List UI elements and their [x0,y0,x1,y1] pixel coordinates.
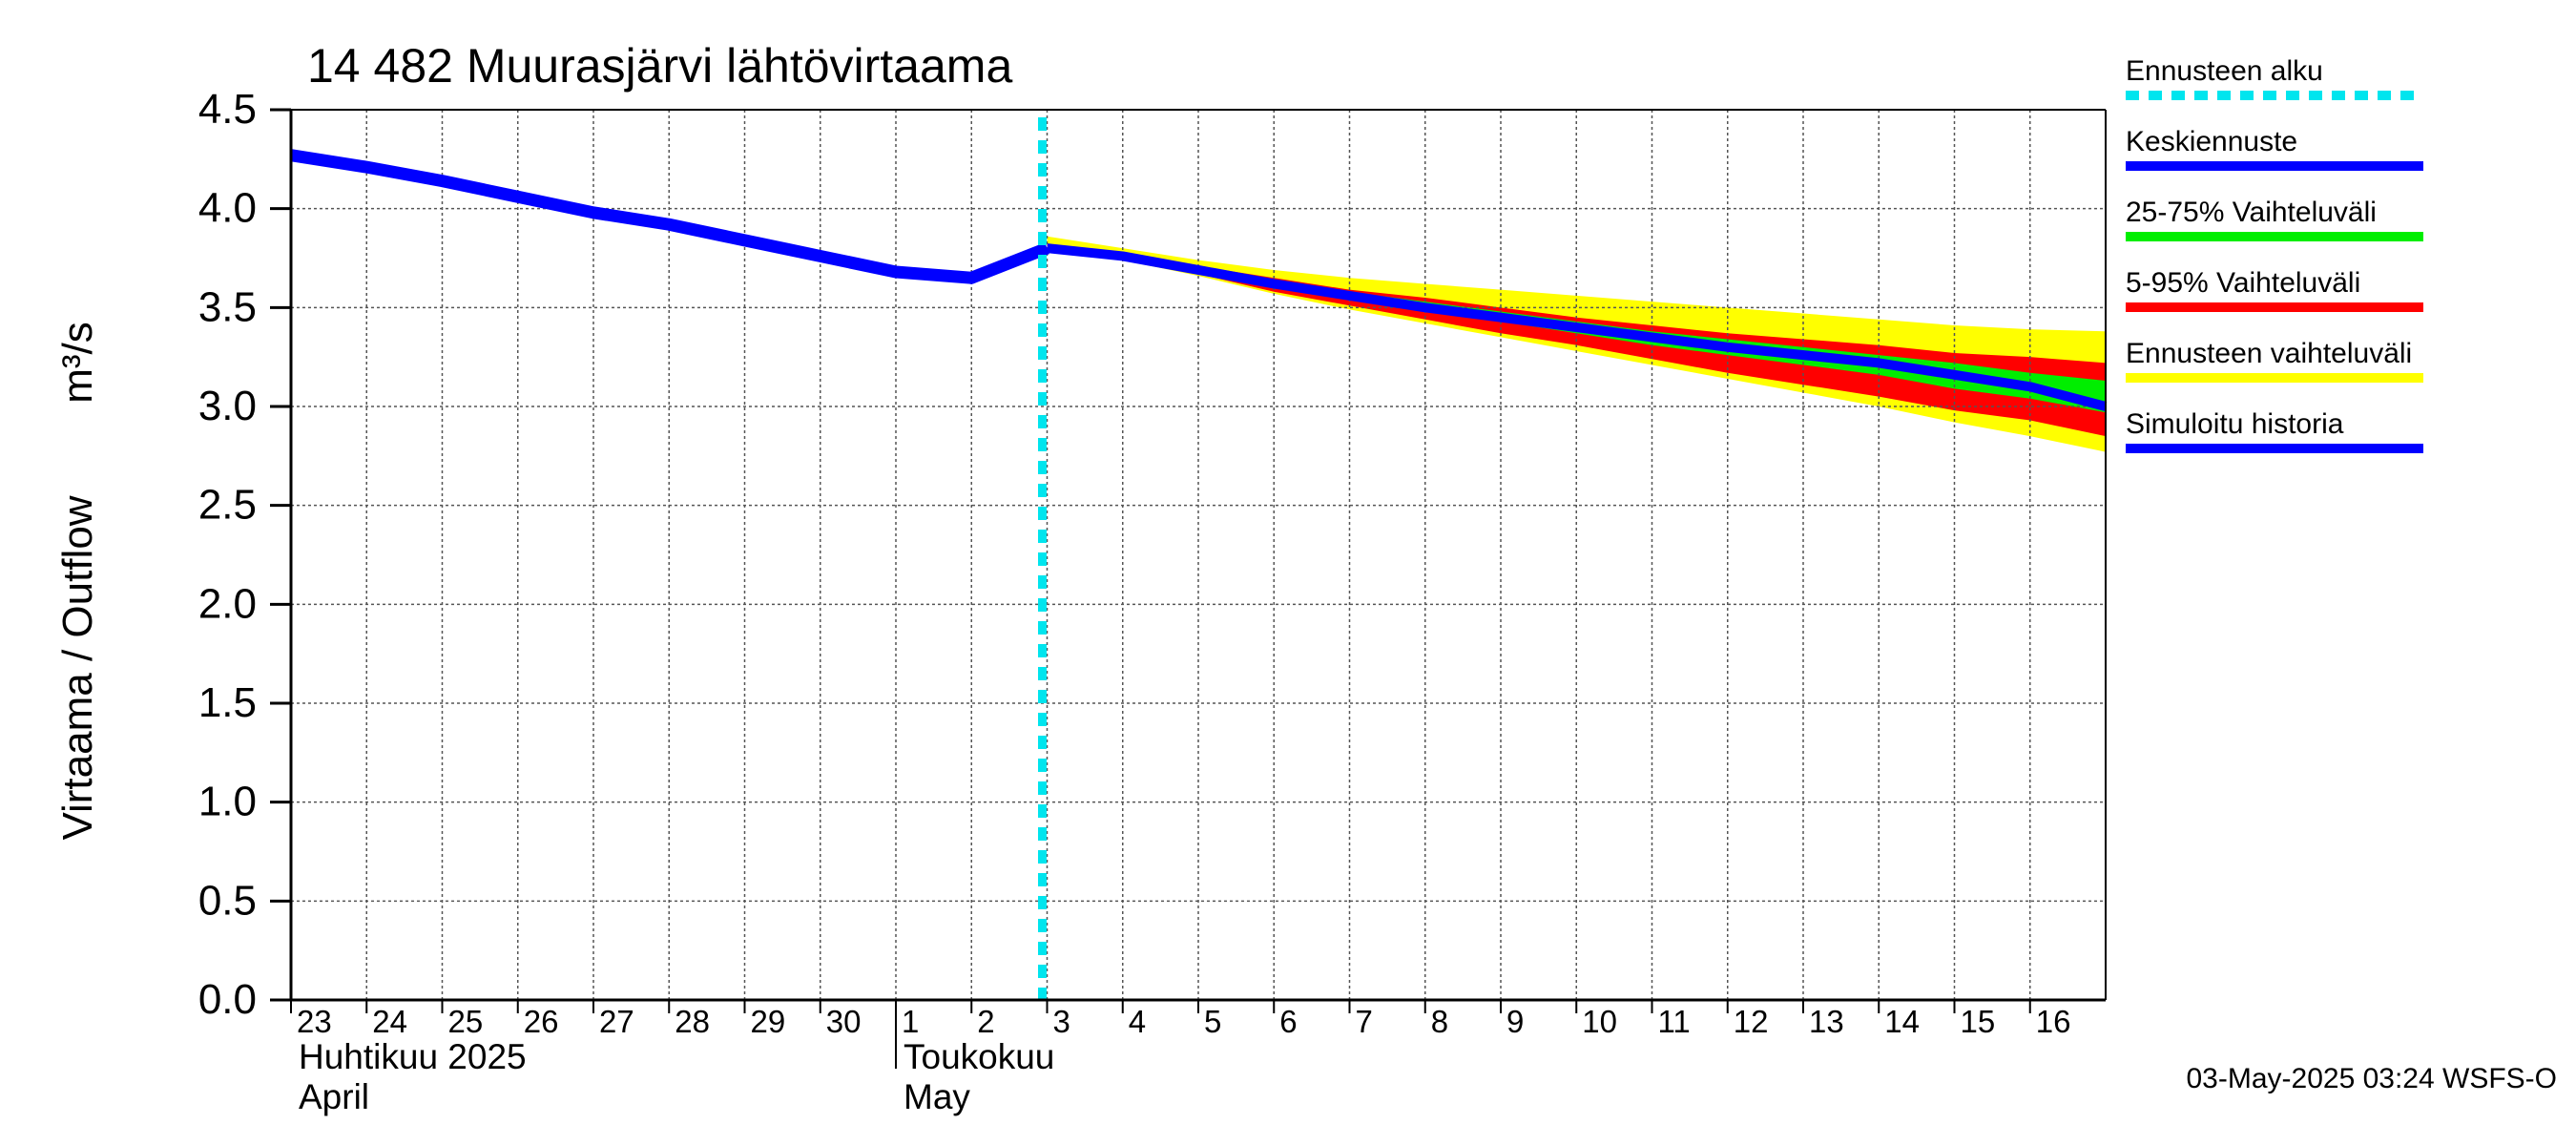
x-tick-label-8: 1 [902,1004,919,1039]
chart-title: 14 482 Muurasjärvi lähtövirtaama [307,39,1012,93]
x-tick-label-20: 13 [1809,1004,1844,1039]
month-label-fi-1: Toukokuu [904,1037,1054,1076]
x-tick-label-21: 14 [1884,1004,1920,1039]
x-tick-label-12: 5 [1204,1004,1221,1039]
footer-timestamp: 03-May-2025 03:24 WSFS-O [2187,1063,2558,1094]
legend: Ennusteen alku Keskiennuste 25-75% Vaihtel… [2126,55,2423,453]
y-axis-unit: m³/s [54,322,101,404]
y-ticks: 0.0 0.5 1.0 1.5 2.0 2.5 3.0 3.5 4.0 4.5 [198,86,291,1023]
y-tick-label-9: 4.5 [198,86,257,133]
x-tick-label-6: 29 [751,1004,786,1039]
x-tick-label-16: 9 [1506,1004,1524,1039]
x-tick-label-19: 12 [1734,1004,1769,1039]
grid-lines [291,109,2106,1000]
x-tick-label-2: 25 [448,1004,484,1039]
y-tick-label-4: 2.0 [198,580,257,627]
y-tick-label-2: 1.0 [198,779,257,825]
x-tick-label-14: 7 [1356,1004,1373,1039]
x-tick-label-15: 8 [1431,1004,1448,1039]
y-tick-label-6: 3.0 [198,383,257,429]
legend-label-0: Ennusteen alku [2126,55,2323,87]
y-tick-label-5: 2.5 [198,482,257,529]
y-axis-label: Virtaama / Outflow [54,495,101,840]
x-tick-label-7: 30 [826,1004,862,1039]
x-tick-label-9: 2 [977,1004,994,1039]
legend-label-4: Ennusteen vaihteluväli [2126,338,2412,369]
y-tick-label-8: 4.0 [198,185,257,232]
median-line [1046,243,2108,411]
x-tick-label-3: 26 [524,1004,559,1039]
x-tick-label-22: 15 [1961,1004,1996,1039]
month-label-fi-0: Huhtikuu 2025 [299,1037,527,1076]
x-tick-label-10: 3 [1053,1004,1070,1039]
y-tick-label-1: 0.5 [198,877,257,924]
x-tick-label-5: 28 [675,1004,710,1039]
x-tick-label-1: 24 [372,1004,407,1039]
y-tick-label-0: 0.0 [198,976,257,1023]
x-tick-label-18: 11 [1658,1004,1691,1039]
legend-label-3: 5-95% Vaihteluväli [2126,267,2360,299]
x-tick-label-0: 23 [297,1004,332,1039]
legend-label-1: Keskiennuste [2126,126,2297,157]
x-ticks: 23 24 25 26 27 28 29 30 1 2 3 4 5 6 7 8 9 10 11 12 13 14 15 16H… [290,1000,2071,1116]
legend-label-2: 25-75% Vaihteluväli [2126,197,2377,228]
month-label-en-0: April [299,1077,369,1116]
x-tick-label-13: 6 [1279,1004,1297,1039]
x-tick-label-4: 27 [599,1004,634,1039]
y-tick-label-3: 1.5 [198,679,257,726]
series-lines [289,117,2108,1000]
x-tick-label-23: 16 [2036,1004,2071,1039]
x-tick-label-11: 4 [1129,1004,1146,1039]
legend-label-5: Simuloitu historia [2126,408,2344,440]
month-label-en-1: May [904,1077,970,1116]
y-tick-label-7: 3.5 [198,283,257,330]
x-tick-label-17: 10 [1582,1004,1617,1039]
history-line [289,149,1049,284]
